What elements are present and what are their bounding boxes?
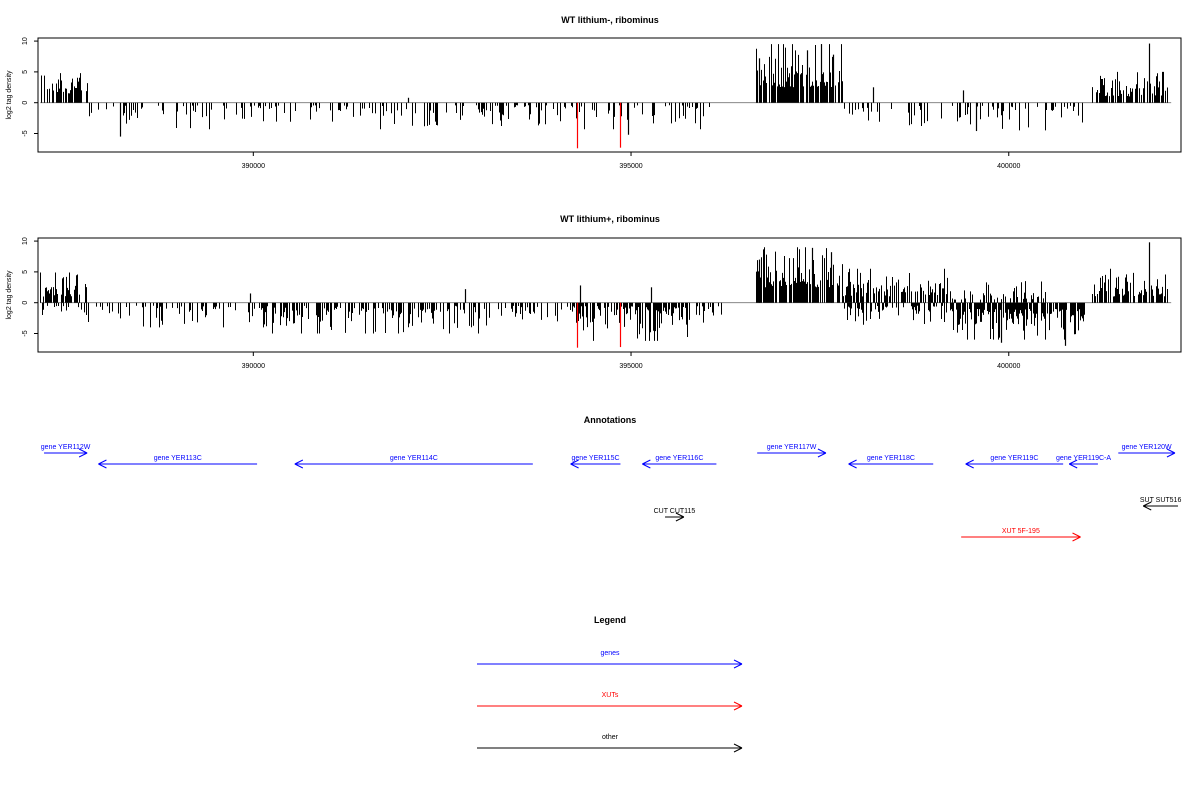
track-title: WT lithium-, ribominus bbox=[561, 15, 659, 25]
plot-frame bbox=[37, 237, 1182, 353]
feature-arrow bbox=[665, 512, 685, 522]
x-tick-label: 400000 bbox=[997, 363, 1020, 370]
feature-arrow bbox=[98, 459, 258, 469]
feature-label: gene YER118C bbox=[867, 455, 915, 462]
feature-label: CUT CUT115 bbox=[654, 508, 696, 515]
legend-label: XUTs bbox=[602, 692, 619, 699]
density-bars bbox=[40, 43, 1172, 149]
legend-arrow bbox=[477, 701, 743, 711]
feature-label: gene YER113C bbox=[154, 455, 202, 462]
x-tick-label: 390000 bbox=[242, 363, 265, 370]
feature-arrow bbox=[757, 448, 827, 458]
y-tick-label: 0 bbox=[22, 301, 29, 305]
annotations-title: Annotations bbox=[584, 415, 637, 425]
feature-arrow bbox=[294, 459, 533, 469]
feature-label: SUT SUT516 bbox=[1140, 497, 1182, 504]
x-tick-label: 395000 bbox=[619, 363, 642, 370]
legend-items: genes XUTs other bbox=[477, 650, 743, 753]
x-tick-label: 400000 bbox=[997, 163, 1020, 170]
y-tick-label: 5 bbox=[22, 270, 29, 274]
y-tick-label: 10 bbox=[22, 237, 29, 245]
y-axis-label: log2 tag density bbox=[6, 70, 13, 120]
plot-frame bbox=[37, 37, 1182, 153]
feature-label: gene YER114C bbox=[390, 455, 438, 462]
track-panel-lithium-plus: WT lithium+, ribominus log2 tag density … bbox=[6, 214, 1182, 370]
feature-label: XUT 5F-195 bbox=[1002, 528, 1040, 535]
feature-label: gene YER119C bbox=[990, 455, 1038, 462]
legend-title: Legend bbox=[594, 615, 626, 625]
legend-label: genes bbox=[600, 650, 620, 657]
track-panel-lithium-minus: WT lithium-, ribominus log2 tag density … bbox=[6, 15, 1182, 170]
feature-arrow bbox=[44, 448, 88, 458]
feature-label: gene YER116C bbox=[655, 455, 703, 462]
feature-arrow bbox=[570, 459, 621, 469]
annotation-features: gene YER112W gene YER113C gene YER114C gene… bbox=[41, 444, 1182, 542]
legend-panel: Legend genes XUTs other bbox=[477, 615, 743, 753]
x-tick-label: 390000 bbox=[242, 163, 265, 170]
feature-arrow bbox=[965, 459, 1064, 469]
track-title: WT lithium+, ribominus bbox=[560, 214, 660, 224]
feature-arrow bbox=[1068, 459, 1098, 469]
legend-label: other bbox=[602, 734, 619, 741]
feature-arrow bbox=[642, 459, 717, 469]
legend-arrow bbox=[477, 659, 743, 669]
x-tick-label: 395000 bbox=[619, 163, 642, 170]
feature-label: gene YER117W bbox=[767, 444, 817, 451]
feature-label: gene YER120W bbox=[1122, 444, 1172, 451]
feature-arrow bbox=[1143, 501, 1178, 511]
axes: 10 5 0 -5 390000 395000 400000 bbox=[22, 237, 1021, 370]
feature-arrow bbox=[848, 459, 934, 469]
feature-label: gene YER115C bbox=[572, 455, 620, 462]
y-tick-label: 5 bbox=[22, 70, 29, 74]
feature-label: gene YER112W bbox=[41, 444, 91, 451]
legend-arrow bbox=[477, 743, 743, 753]
y-axis-label: log2 tag density bbox=[6, 270, 13, 320]
y-tick-label: -5 bbox=[22, 130, 29, 136]
feature-arrow bbox=[961, 532, 1081, 542]
y-tick-label: 0 bbox=[22, 101, 29, 105]
density-bars bbox=[40, 242, 1172, 348]
feature-arrow bbox=[1118, 448, 1176, 458]
y-tick-label: 10 bbox=[22, 37, 29, 45]
y-tick-label: -5 bbox=[22, 330, 29, 336]
axes: 10 5 0 -5 390000 395000 400000 bbox=[22, 37, 1021, 170]
feature-label: gene YER119C-A bbox=[1056, 455, 1111, 462]
